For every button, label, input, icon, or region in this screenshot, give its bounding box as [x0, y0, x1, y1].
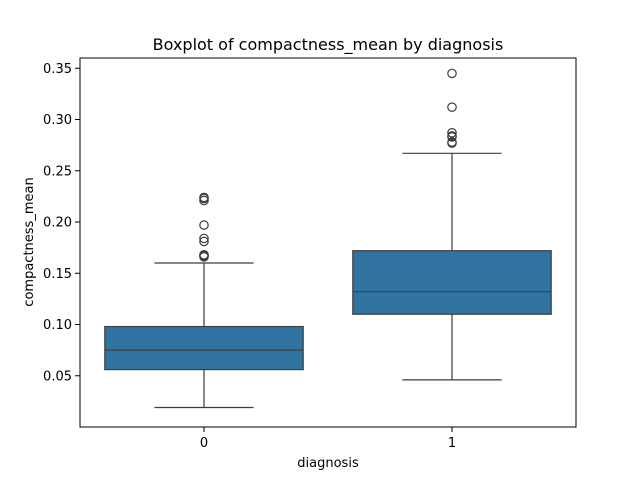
outlier-point — [447, 68, 457, 79]
y-tick-label: 0.20 — [43, 216, 72, 231]
outlier-point — [199, 250, 209, 260]
outlier-point — [447, 128, 457, 138]
outlier-point — [199, 236, 209, 247]
outlier-point — [199, 220, 209, 230]
y-tick-label: 0.35 — [43, 62, 72, 77]
y-tick-label: 0.25 — [43, 164, 72, 179]
plot-frame — [79, 57, 577, 428]
plot-content: 0.05 0.10 0.15 0.20 0.25 0.30 0.35 0 1 — [43, 62, 552, 451]
outlier-point — [199, 233, 209, 244]
outlier-point — [447, 137, 457, 147]
x-tick-label: 1 — [448, 436, 456, 451]
y-tick-label: 0.05 — [43, 369, 72, 384]
y-axis-title: compactness_mean — [22, 177, 37, 306]
box-iqr-1 — [352, 250, 552, 315]
y-tick-label: 0.15 — [43, 267, 72, 282]
outlier-point — [447, 102, 457, 112]
chart-title: Boxplot of compactness_mean by diagnosis — [153, 35, 504, 55]
outlier-point — [199, 192, 209, 203]
outlier-point — [447, 131, 457, 141]
x-tick-label: 0 — [200, 436, 208, 451]
box-iqr-0 — [104, 325, 304, 371]
x-axis-title: diagnosis — [297, 456, 359, 471]
y-tick-label: 0.10 — [43, 318, 72, 333]
y-tick-label: 0.30 — [43, 113, 72, 128]
